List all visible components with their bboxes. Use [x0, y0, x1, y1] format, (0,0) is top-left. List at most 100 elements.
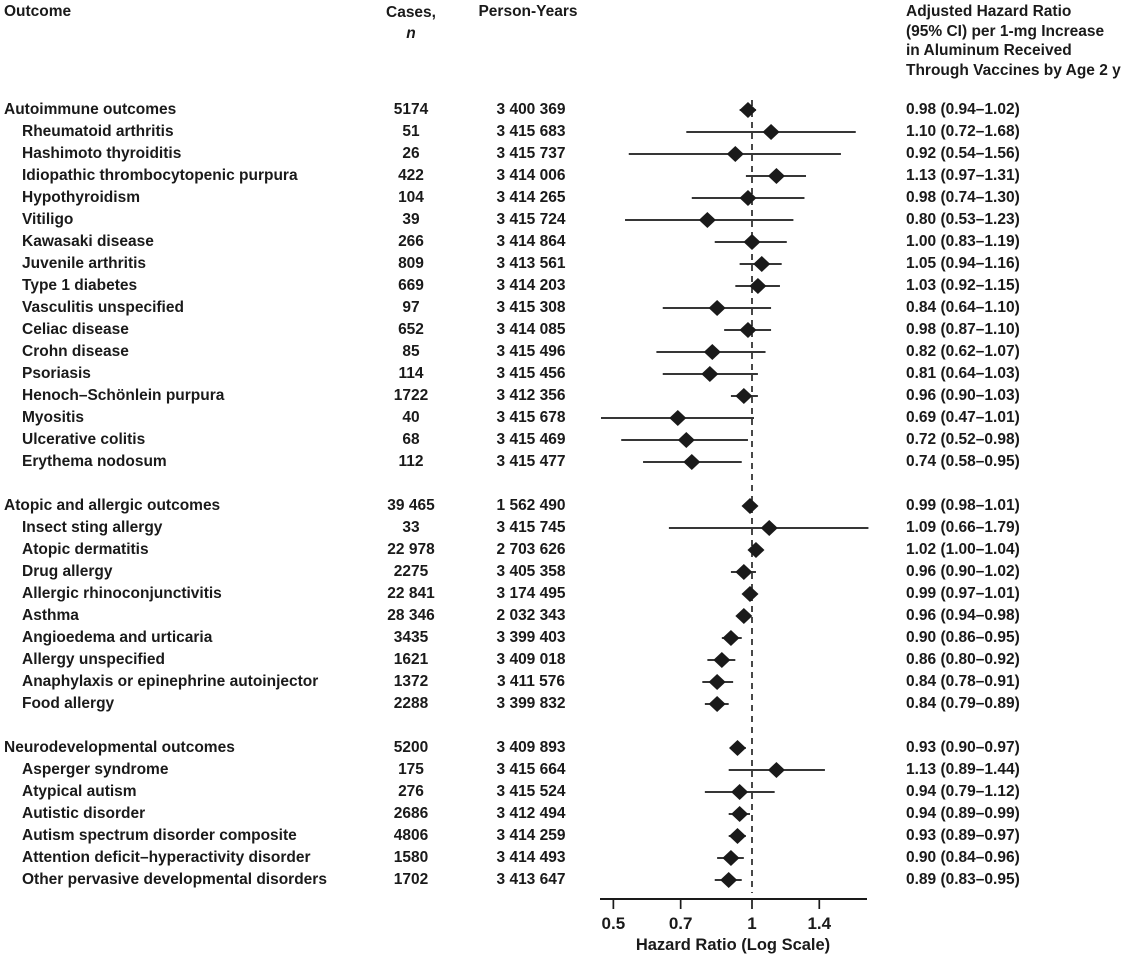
- person-years-value: 3 414 006: [496, 167, 566, 184]
- cases-value: 33: [402, 519, 420, 536]
- hr-header-line: in Aluminum Received: [906, 42, 1072, 59]
- x-axis-tick-label: 0.5: [602, 914, 626, 933]
- hr-ci-value: 1.10 (0.72–1.68): [906, 123, 1020, 140]
- hr-ci-value: 0.98 (0.87–1.10): [906, 321, 1020, 338]
- cases-value: 1372: [393, 673, 429, 690]
- outcome-label: Food allergy: [22, 695, 115, 712]
- cases-value: 2288: [393, 695, 429, 712]
- person-years-value: 3 415 477: [496, 453, 566, 470]
- hr-ci-value: 0.93 (0.89–0.97): [906, 827, 1020, 844]
- forest-row: Erythema nodosum 112 3 415 477 0.74 (0.58–0…: [0, 451, 1137, 473]
- forest-row: Food allergy 2288 3 399 832 0.84 (0.79–0.89…: [0, 693, 1137, 715]
- person-years-value: 3 400 369: [496, 101, 566, 118]
- cases-value: 114: [398, 365, 424, 382]
- forest-row: Autistic disorder 2686 3 412 494 0.94 (0.89…: [0, 803, 1137, 825]
- outcome-label: Attention deficit–hyperactivity disorder: [22, 849, 311, 866]
- forest-row: Angioedema and urticaria 3435 3 399 403 0.9…: [0, 627, 1137, 649]
- person-years-value: 3 414 203: [496, 277, 566, 294]
- hr-ci-value: 0.96 (0.90–1.03): [906, 387, 1020, 404]
- hr-ci-value: 0.74 (0.58–0.95): [906, 453, 1020, 470]
- cases-value: 276: [398, 783, 424, 800]
- outcome-label: Erythema nodosum: [22, 453, 167, 470]
- hr-ci-value: 0.84 (0.79–0.89): [906, 695, 1020, 712]
- person-years-value: 3 412 494: [496, 805, 566, 822]
- person-years-value: 3 413 561: [496, 255, 566, 272]
- cases-header-line1: Cases,: [386, 4, 436, 21]
- cases-value: 112: [398, 453, 424, 470]
- forest-row: Ulcerative colitis 68 3 415 469 0.72 (0.52–…: [0, 429, 1137, 451]
- cases-value: 5200: [393, 739, 429, 756]
- person-years-value: 3 412 356: [496, 387, 566, 404]
- cases-value: 2686: [393, 805, 429, 822]
- person-years-value: 1 562 490: [496, 497, 566, 514]
- forest-row: Atypical autism 276 3 415 524 0.94 (0.79–1.…: [0, 781, 1137, 803]
- forest-row: Hashimoto thyroiditis 26 3 415 737 0.92 (0.…: [0, 143, 1137, 165]
- person-years-value: 3 415 524: [496, 783, 566, 800]
- outcome-label: Anaphylaxis or epinephrine autoinjector: [22, 673, 319, 690]
- x-axis-tick-label: 1.4: [807, 914, 831, 933]
- hr-ci-value: 0.99 (0.97–1.01): [906, 585, 1020, 602]
- forest-row: Allergy unspecified 1621 3 409 018 0.86 (0.…: [0, 649, 1137, 671]
- cases-value: 175: [398, 761, 424, 778]
- x-axis-tick-label: 0.7: [669, 914, 693, 933]
- cases-value: 28 346: [387, 607, 435, 624]
- hr-ci-value: 0.80 (0.53–1.23): [906, 211, 1020, 228]
- outcome-label: Hypothyroidism: [22, 189, 140, 206]
- hr-ci-value: 0.98 (0.74–1.30): [906, 189, 1020, 206]
- hr-ci-value: 1.02 (1.00–1.04): [906, 541, 1020, 558]
- x-axis-tick-label: 1: [747, 914, 756, 933]
- hr-header-line: Adjusted Hazard Ratio: [906, 3, 1072, 20]
- cases-value: 652: [398, 321, 424, 338]
- outcome-label: Drug allergy: [22, 563, 113, 580]
- person-years-value: 3 415 724: [496, 211, 566, 228]
- person-years-value: 3 414 493: [496, 849, 566, 866]
- forest-row: Celiac disease 652 3 414 085 0.98 (0.87–1.1…: [0, 319, 1137, 341]
- person-years-value: 3 415 683: [496, 123, 566, 140]
- forest-row: Atopic and allergic outcomes 39 465 1 562 …: [0, 495, 1137, 517]
- forest-row: Anaphylaxis or epinephrine autoinjector 1…: [0, 671, 1137, 693]
- forest-row: Asperger syndrome 175 3 415 664 1.13 (0.89–…: [0, 759, 1137, 781]
- person-years-value: 3 414 259: [496, 827, 566, 844]
- forest-row: Vasculitis unspecified 97 3 415 308 0.84 (0…: [0, 297, 1137, 319]
- outcome-label: Atopic dermatitis: [22, 541, 149, 558]
- cases-value: 40: [402, 409, 420, 426]
- cases-value: 85: [402, 343, 420, 360]
- person-years-value: 3 415 737: [496, 145, 566, 162]
- forest-row: Insect sting allergy 33 3 415 745 1.09 (0.6…: [0, 517, 1137, 539]
- hr-ci-value: 0.96 (0.90–1.02): [906, 563, 1020, 580]
- outcome-label: Asthma: [22, 607, 79, 624]
- hr-ci-value: 0.90 (0.84–0.96): [906, 849, 1020, 866]
- hr-ci-value: 1.13 (0.89–1.44): [906, 761, 1020, 778]
- hr-ci-value: 1.13 (0.97–1.31): [906, 167, 1020, 184]
- person-years-value: 2 032 343: [496, 607, 566, 624]
- outcome-label: Crohn disease: [22, 343, 129, 360]
- x-axis-title: Hazard Ratio (Log Scale): [635, 936, 831, 954]
- column-header-person-years: Person-Years: [478, 3, 578, 20]
- person-years-value: 3 414 864: [496, 233, 566, 250]
- hr-ci-value: 0.96 (0.94–0.98): [906, 607, 1020, 624]
- cases-value: 1722: [393, 387, 429, 404]
- cases-value: 1621: [393, 651, 429, 668]
- forest-row: Myositis 40 3 415 678 0.69 (0.47–1.01): [0, 407, 1137, 429]
- hr-ci-value: 0.89 (0.83–0.95): [906, 871, 1020, 888]
- forest-row: Hypothyroidism 104 3 414 265 0.98 (0.74–1.3…: [0, 187, 1137, 209]
- cases-value: 39: [402, 211, 420, 228]
- cases-value: 2275: [393, 563, 429, 580]
- hr-ci-value: 1.09 (0.66–1.79): [906, 519, 1020, 536]
- outcome-label: Autoimmune outcomes: [4, 101, 177, 118]
- outcome-label: Atopic and allergic outcomes: [4, 497, 221, 514]
- forest-row: Drug allergy 2275 3 405 358 0.96 (0.90–1.02…: [0, 561, 1137, 583]
- hr-ci-value: 1.05 (0.94–1.16): [906, 255, 1020, 272]
- outcome-label: Type 1 diabetes: [22, 277, 138, 294]
- hr-ci-value: 0.94 (0.79–1.12): [906, 783, 1020, 800]
- forest-row: Other pervasive developmental disorders 1…: [0, 869, 1137, 891]
- person-years-value: 3 415 745: [496, 519, 566, 536]
- hr-ci-value: 0.90 (0.86–0.95): [906, 629, 1020, 646]
- outcome-label: Idiopathic thrombocytopenic purpura: [22, 167, 298, 184]
- hr-ci-value: 0.94 (0.89–0.99): [906, 805, 1020, 822]
- forest-row: Idiopathic thrombocytopenic purpura 422 3 …: [0, 165, 1137, 187]
- forest-row: Psoriasis 114 3 415 456 0.81 (0.64–1.03): [0, 363, 1137, 385]
- outcome-label: Autistic disorder: [22, 805, 146, 822]
- person-years-value: 3 415 664: [496, 761, 566, 778]
